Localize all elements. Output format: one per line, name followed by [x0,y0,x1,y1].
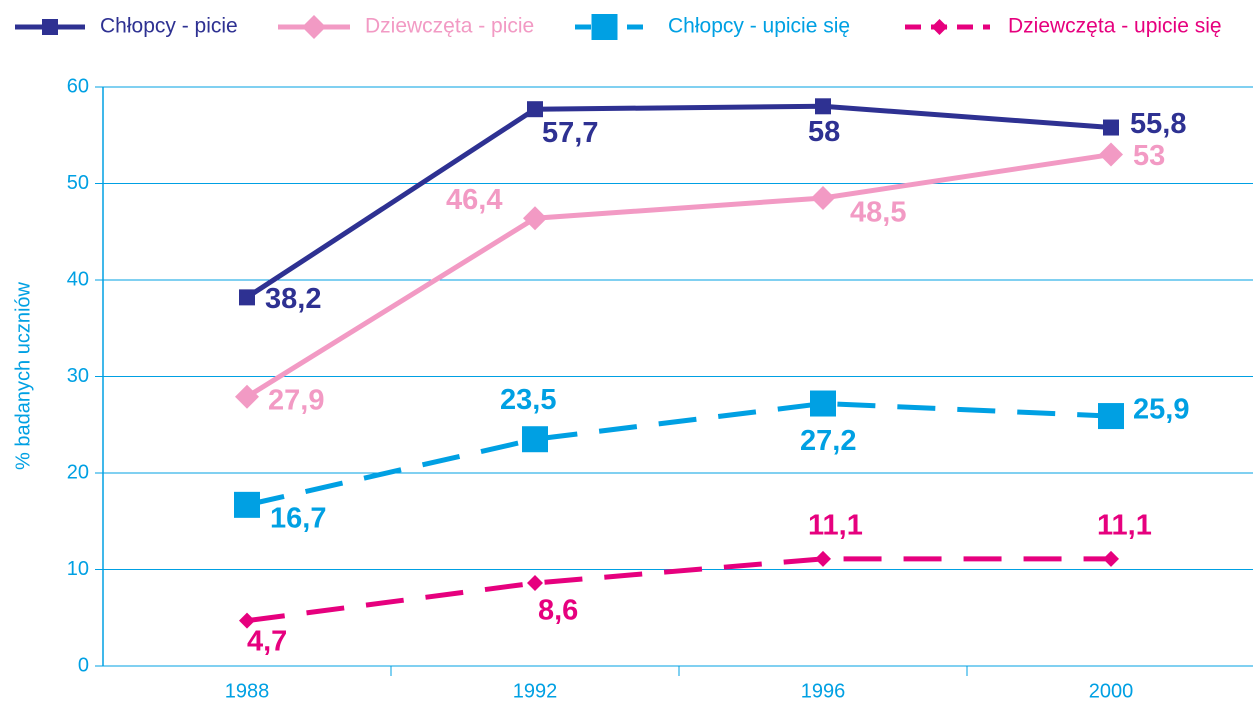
value-label: 58 [808,116,840,148]
value-label: 53 [1133,140,1165,172]
marker [1103,550,1119,567]
series-line [246,401,1112,508]
marker [239,612,255,629]
y-tick-label: 0 [78,654,89,676]
marker [1103,119,1119,136]
series-line [245,103,1112,300]
x-tick-label: 1992 [513,680,558,702]
value-label: 27,9 [268,384,324,416]
series-line [246,556,1111,624]
x-tick-label: 1988 [225,680,270,702]
marker [302,15,326,39]
value-label: 16,7 [270,503,326,535]
value-label: 11,1 [1097,510,1152,542]
series-line [245,152,1112,399]
value-label: 48,5 [850,197,906,229]
x-tick-label: 1996 [801,680,846,702]
legend-label: Chłopcy - upicie się [668,15,850,38]
legend-label: Dziewczęta - picie [365,15,534,38]
y-tick-label: 40 [67,268,89,290]
marker [42,19,58,35]
marker [527,575,543,592]
marker [523,206,547,231]
value-label: 8,6 [538,595,578,627]
y-tick-label: 60 [67,75,89,97]
value-label: 57,7 [542,117,598,149]
value-label: 4,7 [247,625,287,657]
value-label: 38,2 [265,283,321,315]
marker [815,550,831,567]
value-label: 25,9 [1133,394,1189,426]
marker [234,491,260,518]
y-tick-label: 10 [67,558,89,580]
marker [815,98,831,115]
x-tick-label: 2000 [1089,680,1134,702]
marker [239,289,255,306]
marker [931,19,948,35]
legend-label: Chłopcy - picie [100,15,238,38]
y-tick-label: 20 [67,461,89,483]
value-label: 46,4 [446,184,502,216]
marker [1098,403,1124,430]
y-tick-label: 50 [67,172,89,194]
marker [811,185,835,210]
marker [527,101,543,118]
marker [591,14,618,40]
value-label: 11,1 [808,510,863,542]
value-label: 27,2 [800,425,856,457]
value-label: 55,8 [1130,108,1186,140]
marker [1099,142,1123,167]
marker [810,390,836,417]
legend-label: Dziewczęta - upicie się [1008,15,1222,38]
y-tick-label: 30 [67,365,89,387]
marker [522,426,548,453]
y-axis-label: % badanych uczniów [12,281,34,469]
value-label: 23,5 [500,384,556,416]
marker [235,384,259,409]
